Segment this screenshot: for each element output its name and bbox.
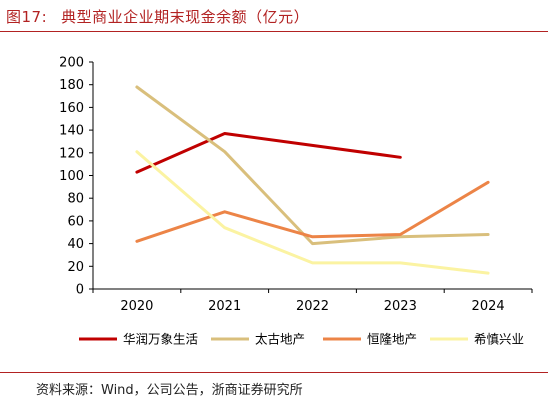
y-tick-label: 80	[67, 192, 84, 207]
y-tick-label: 40	[67, 237, 84, 252]
chart-axes: 0 20 40 60 80 100 120 140 160 180 200 2020 2021 2022 2…	[59, 56, 533, 314]
y-tick-label: 160	[59, 101, 84, 116]
x-tick-label: 2021	[208, 299, 241, 314]
source-note: 资料来源：Wind，公司公告，浙商证券研究所	[36, 383, 303, 398]
y-tick-label: 200	[59, 56, 84, 71]
x-tick-label: 2022	[296, 299, 329, 314]
figure-number: 图17:	[6, 8, 48, 26]
y-tick-label: 100	[59, 169, 84, 184]
y-tick-label: 180	[59, 78, 84, 93]
chart-series	[135, 85, 490, 275]
figure-title: 图17: 典型商业企业期末现金余额（亿元）	[6, 6, 309, 27]
title-rule	[0, 31, 548, 32]
source-rule	[0, 372, 548, 373]
legend-label: 恒隆地产	[367, 332, 417, 347]
series-line	[135, 85, 490, 246]
y-tick-label: 120	[59, 146, 84, 161]
x-tick-label: 2020	[120, 299, 153, 314]
legend-label: 希慎兴业	[474, 332, 524, 347]
y-tick-label: 140	[59, 124, 84, 139]
series-line	[135, 132, 402, 174]
x-tick-label: 2024	[472, 299, 505, 314]
chart-legend: 华润万象生活 太古地产 恒隆地产 希慎兴业	[79, 332, 524, 347]
legend-label: 太古地产	[255, 332, 305, 347]
figure-title-text: 典型商业企业期末现金余额（亿元）	[61, 8, 310, 26]
y-tick-label: 20	[67, 260, 84, 275]
legend-label: 华润万象生活	[123, 332, 198, 347]
series-line	[135, 180, 490, 243]
x-tick-label: 2023	[384, 299, 417, 314]
y-tick-label: 0	[76, 283, 84, 298]
y-tick-label: 60	[67, 214, 84, 229]
series-line	[135, 150, 490, 275]
